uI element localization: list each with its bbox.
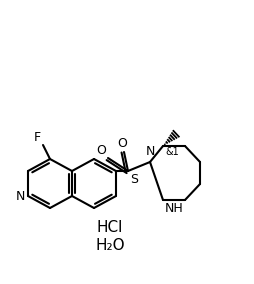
Text: H₂O: H₂O (95, 239, 125, 254)
Text: HCl: HCl (97, 220, 123, 235)
Text: &1: &1 (165, 147, 179, 157)
Text: N: N (16, 189, 25, 202)
Text: S: S (130, 173, 138, 186)
Text: O: O (117, 137, 127, 150)
Text: N: N (145, 145, 155, 158)
Text: NH: NH (165, 202, 184, 215)
Text: O: O (96, 144, 106, 157)
Text: F: F (34, 131, 41, 144)
